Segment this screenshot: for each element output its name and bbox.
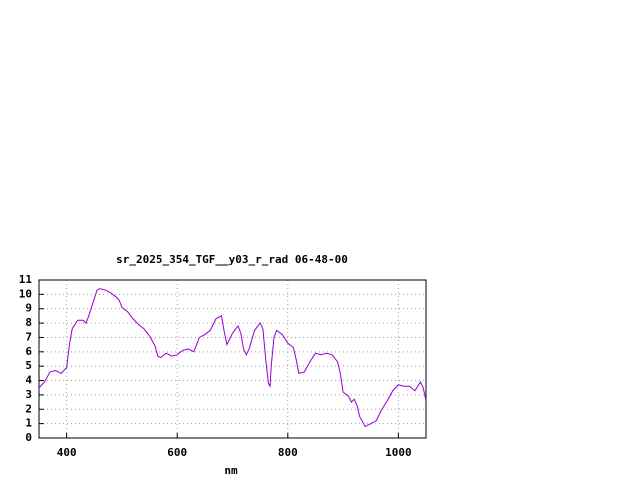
y-tick-label: 3 <box>25 388 32 401</box>
x-tick-label: 800 <box>278 446 298 459</box>
y-tick-label: 8 <box>25 316 32 329</box>
y-tick-label: 9 <box>25 302 32 315</box>
y-tick-label: 0 <box>25 431 32 444</box>
data-line <box>38 288 427 428</box>
y-tick-label: 7 <box>25 330 32 343</box>
y-tick-label: 5 <box>25 359 32 372</box>
y-tick-label: 2 <box>25 402 32 415</box>
chart-title: sr_2025_354_TGF__y03_r_rad 06-48-00 <box>116 253 348 266</box>
y-tick-label: 1 <box>25 417 32 430</box>
x-tick-label: 1000 <box>385 446 412 459</box>
y-tick-label: 4 <box>25 374 32 387</box>
plot-frame <box>38 279 427 439</box>
x-axis-label: nm <box>224 464 238 477</box>
y-tick-label: 6 <box>25 345 32 358</box>
x-tick-label: 400 <box>57 446 77 459</box>
y-tick-label: 10 <box>19 287 32 300</box>
x-tick-label: 600 <box>167 446 187 459</box>
y-tick-label: 11 <box>19 273 33 286</box>
